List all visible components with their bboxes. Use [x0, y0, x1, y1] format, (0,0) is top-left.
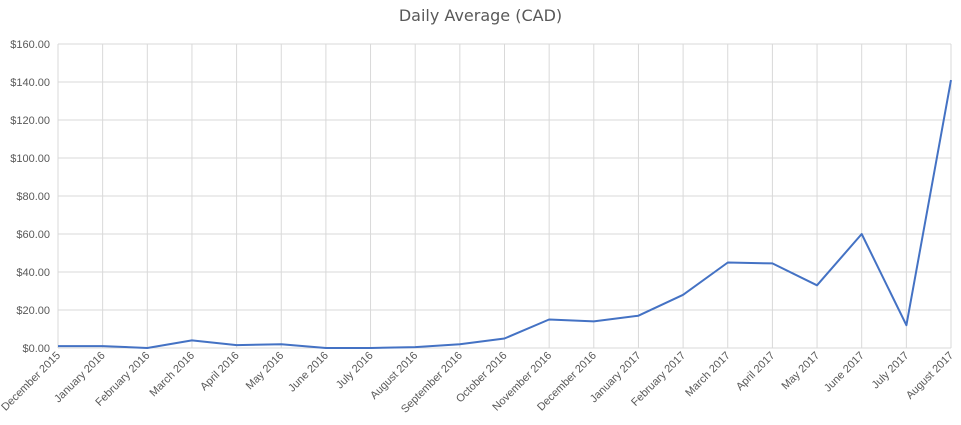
x-tick-label: July 2016	[334, 350, 376, 392]
x-tick-label: May 2016	[244, 350, 287, 393]
y-tick-label: $40.00	[16, 267, 50, 279]
x-tick-label: March 2017	[683, 350, 733, 400]
x-tick-label: May 2017	[780, 350, 823, 393]
x-tick-label: June 2017	[822, 350, 867, 395]
x-tick-label: July 2017	[870, 350, 912, 392]
y-tick-label: $60.00	[16, 229, 50, 241]
chart-title: Daily Average (CAD)	[398, 6, 563, 25]
y-tick-label: $80.00	[16, 191, 50, 203]
y-tick-label: $0.00	[22, 343, 50, 355]
x-tick-label: April 2016	[198, 350, 242, 394]
x-tick-label: April 2017	[734, 350, 778, 394]
x-tick-label: August 2017	[904, 350, 956, 402]
x-tick-label: June 2016	[286, 350, 331, 395]
x-tick-label: March 2016	[148, 350, 198, 400]
y-tick-label: $20.00	[16, 305, 50, 317]
y-tick-label: $120.00	[10, 115, 50, 127]
x-tick-label: December 2015	[0, 350, 63, 414]
y-tick-label: $100.00	[10, 153, 50, 165]
y-tick-label: $140.00	[10, 77, 50, 89]
y-tick-label: $160.00	[10, 39, 50, 51]
